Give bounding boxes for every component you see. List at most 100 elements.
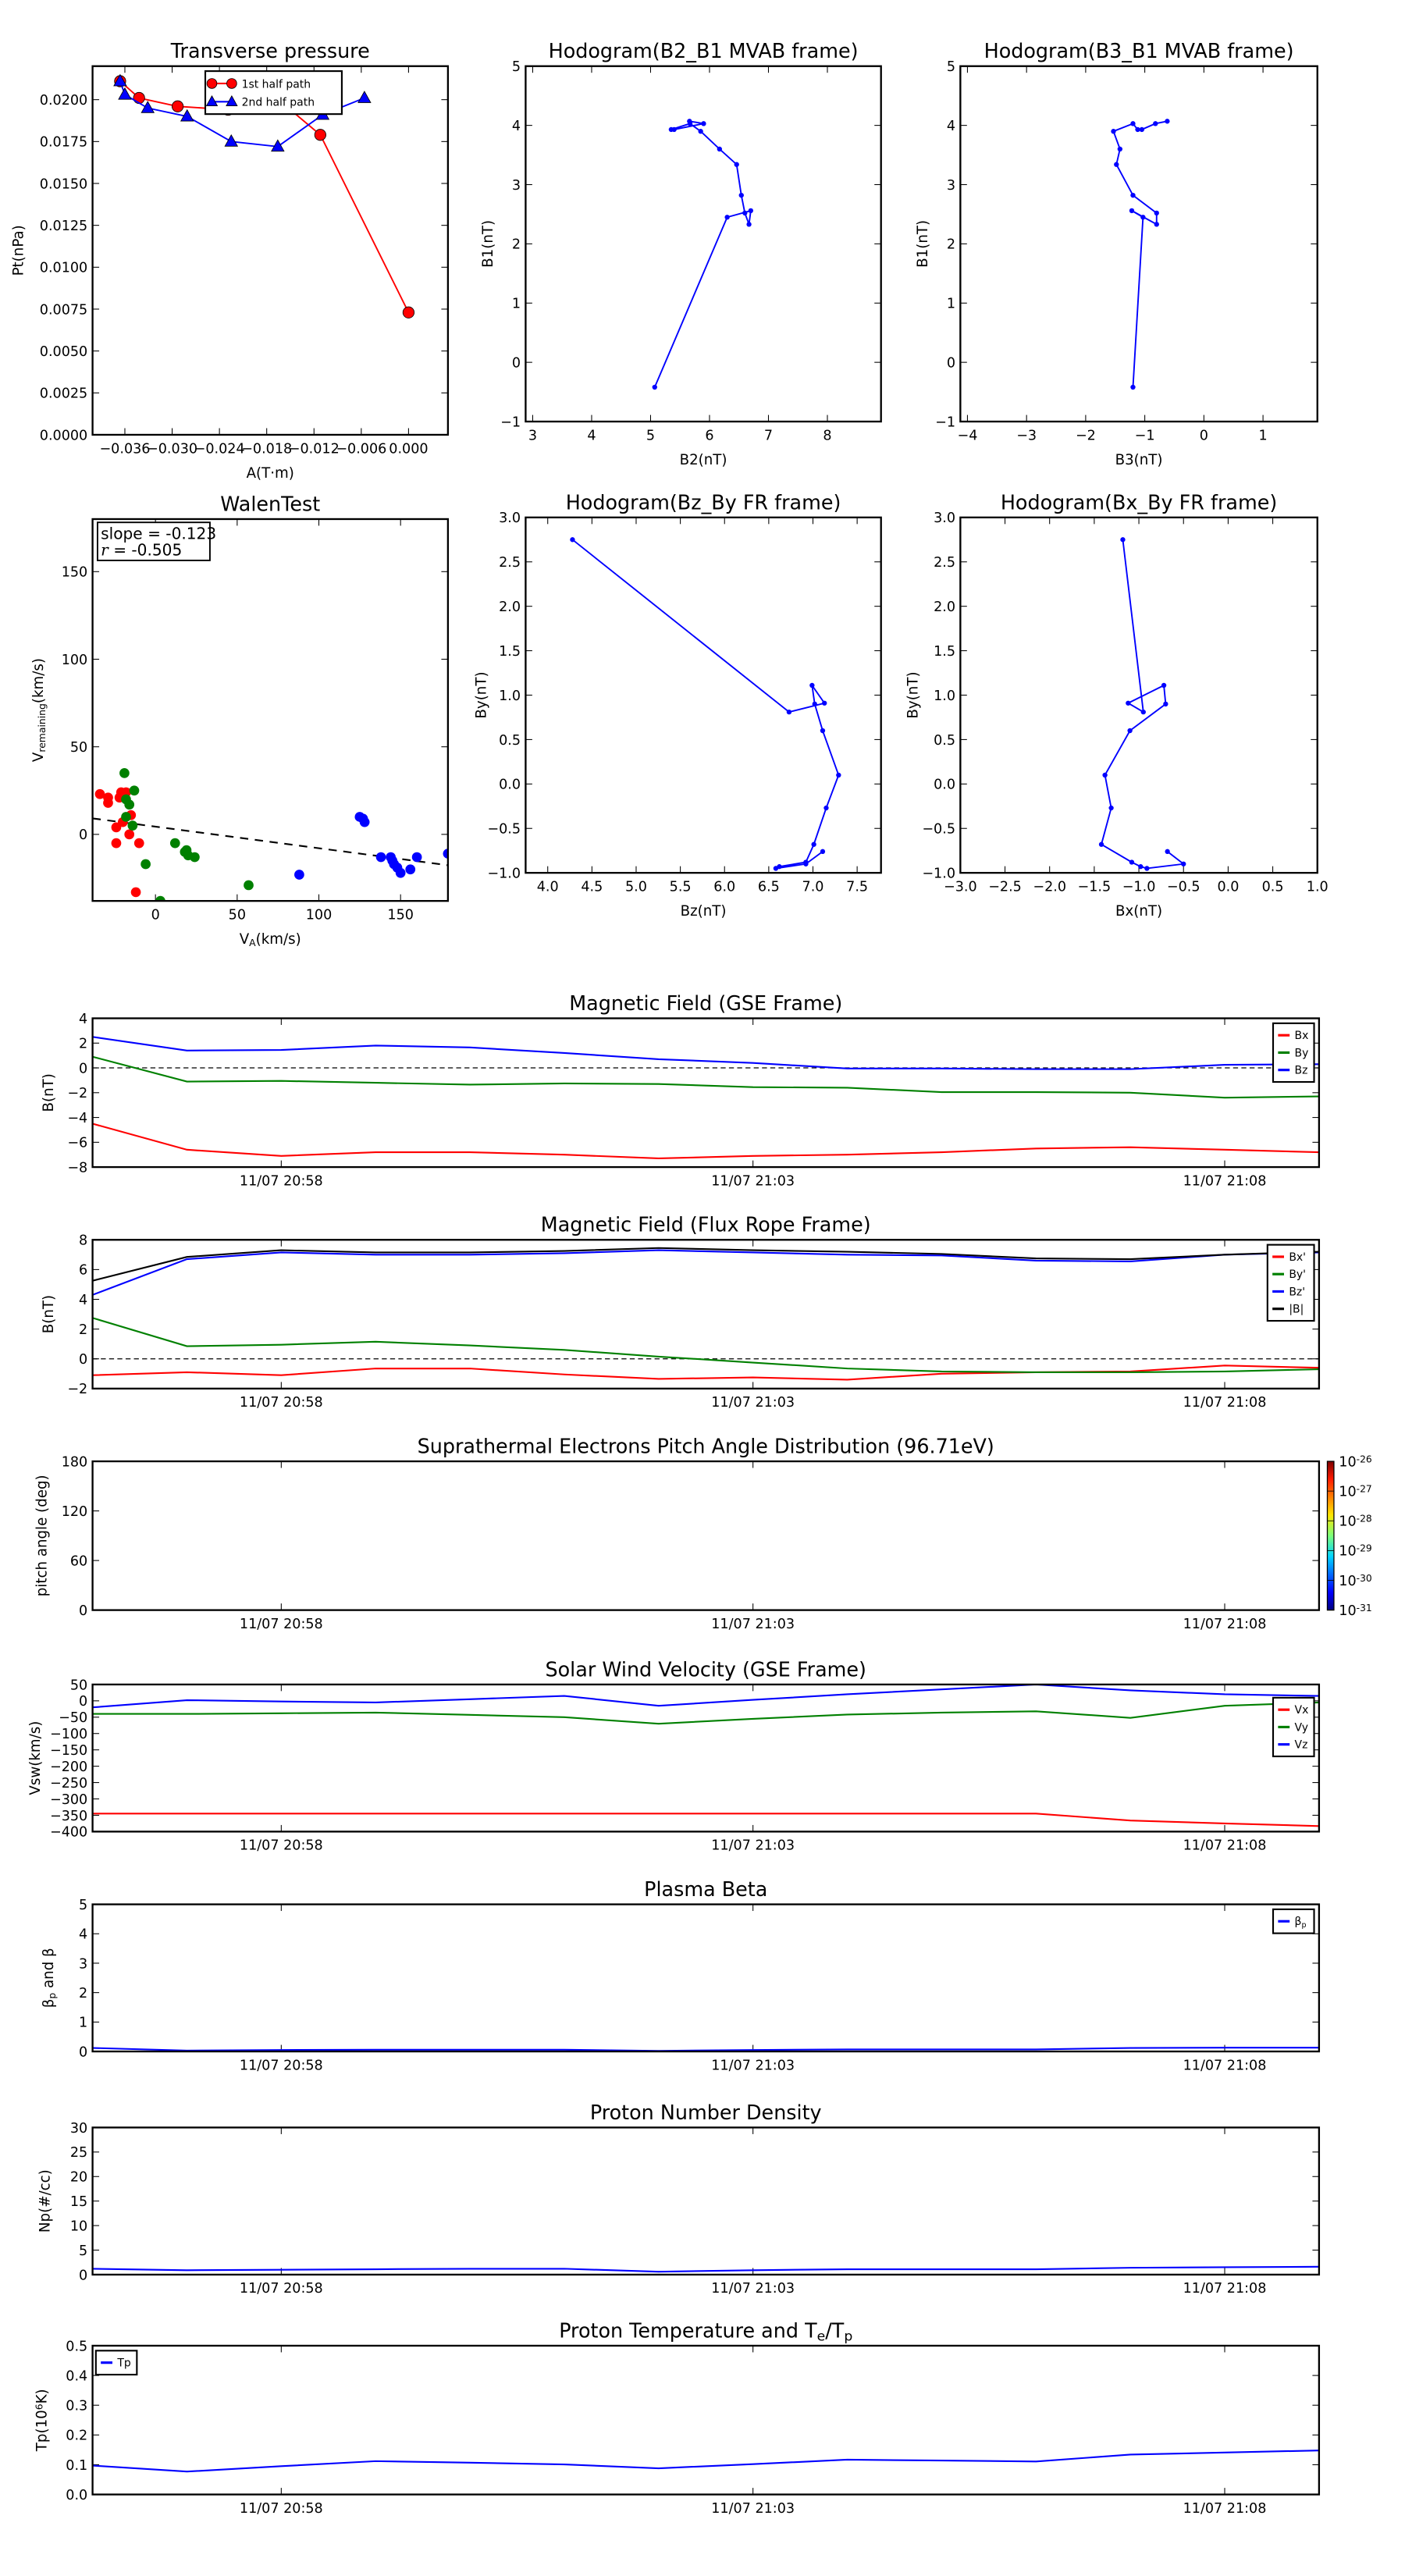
data-point [1117,146,1123,152]
y-tick-label: 2.5 [934,555,955,571]
series-series-0 [92,2047,1319,2052]
y-axis-label-part: 10 [34,2410,50,2428]
series-line [119,80,410,313]
y-tick-label: 4 [947,119,955,134]
y-axis-label: B1(nT) [915,220,931,268]
y-axis-label-part: V [30,752,47,762]
y-tick-label: 0.0 [934,777,955,793]
data-point [836,772,841,778]
y-tick-label: 1.5 [499,644,521,660]
legend-label: Bz [1295,1065,1308,1077]
legend: βp [1272,1908,1315,1934]
data-point [812,701,817,707]
data-point [224,133,239,147]
legend-label: Bx [1295,1030,1309,1042]
series-by [92,1055,1319,1099]
axes-frame [91,518,450,902]
x-tick-label: −3 [1016,428,1037,443]
legend-marker [205,94,219,106]
data-point [701,121,706,126]
chart-title: Transverse pressure [170,39,370,62]
data-point [786,709,792,715]
y-axis-label: Vsw(km/s) [27,1721,44,1795]
x-tick-label: −0.030 [147,441,197,457]
y-tick-label: −2 [67,1382,87,1397]
x-tick-label: 11/07 20:58 [240,2058,323,2073]
plot-area [92,1036,1319,1160]
x-tick-label: 6 [705,428,713,443]
y-tick-label: 1.5 [934,644,955,660]
data-point [127,820,138,831]
series-series-0 [1111,119,1170,390]
colorbar-label-base: 10 [1339,1454,1356,1470]
axes-frame [91,2344,1321,2496]
series-line [92,1247,1319,1282]
y-tick-label: 60 [70,1553,87,1569]
data-point [1130,192,1136,198]
data-point [823,805,829,811]
x-tick-label: 11/07 21:03 [711,2058,795,2073]
chart-transverse-pressure: Transverse pressure−0.036−0.030−0.024−0.… [11,39,450,482]
data-point [1129,208,1135,214]
colorbar-label-exponent: -28 [1357,1513,1372,1524]
series-tp [92,2450,1319,2473]
data-point [1154,210,1159,216]
y-tick-label: 2 [79,1322,87,1338]
x-tick-label: 11/07 21:03 [711,1838,795,1854]
series-line [92,2047,1319,2052]
y-tick-label: 3.0 [934,511,955,526]
y-tick-label: 6 [79,1263,87,1279]
series-line [92,2450,1319,2473]
data-point [1140,709,1146,715]
chart-title-part: T [831,2318,845,2342]
series-line [92,1684,1319,1709]
y-tick-label: −300 [50,1792,87,1808]
data-point [124,829,135,840]
data-point [742,210,748,216]
plot-area [92,767,448,902]
x-tick-label: 11/07 21:08 [1183,1838,1267,1854]
data-point [94,788,105,799]
y-tick-label: 0 [79,1694,87,1710]
legend: Tp [94,2350,138,2376]
legend-label: Tp [116,2357,131,2370]
chart-hodogram-bx-by: Hodogram(Bx_By FR frame) −3.0 −2.5 −2.0 −1.5… [905,490,1328,920]
legend-marker [226,94,238,106]
data-point [130,887,141,898]
x-tick-label: −1.0 [1122,879,1156,895]
data-point [1130,384,1136,390]
chart-magnetic-field-gse: Magnetic Field (GSE Frame) 11/07 20:58 11/… [41,991,1321,1189]
x-tick-label: 8 [823,428,831,443]
data-point [822,700,827,706]
chart-title: Hodogram(Bx_By FR frame) [1001,490,1277,514]
x-tick-label: 11/07 20:58 [240,2281,323,2297]
data-point [1126,700,1131,706]
data-point [809,682,815,688]
y-axis-label: Pt(nPa) [11,225,27,276]
y-tick-label: 0 [79,1603,87,1619]
data-point [1153,121,1158,126]
legend-label: By [1295,1047,1309,1059]
y-tick-label: 2 [79,1986,87,2001]
y-tick-label: 0.0100 [40,261,87,276]
x-tick-label: 11/07 21:03 [711,1173,795,1189]
y-tick-label: −400 [50,1825,87,1841]
y-tick-label: 1 [79,2016,87,2031]
data-point [734,162,739,167]
y-tick-label: 0 [79,2044,87,2060]
colorbar-label-exponent: -31 [1357,1603,1372,1614]
y-tick-label: 3 [947,178,955,194]
x-tick-label: 4.5 [581,879,603,895]
y-axis-label: Tp(106K) [34,2389,50,2452]
chart-title-part: / [825,2318,832,2342]
chart-title-part: p [844,2329,852,2345]
x-tick-label: −0.012 [289,441,340,457]
series-b [92,1247,1319,1282]
y-tick-label: 150 [62,565,88,581]
y-axis-label: By(nT) [474,671,490,718]
y-axis-label: Np(#/cc) [37,2169,54,2233]
data-point [271,139,285,152]
series-series-0 [94,787,144,898]
